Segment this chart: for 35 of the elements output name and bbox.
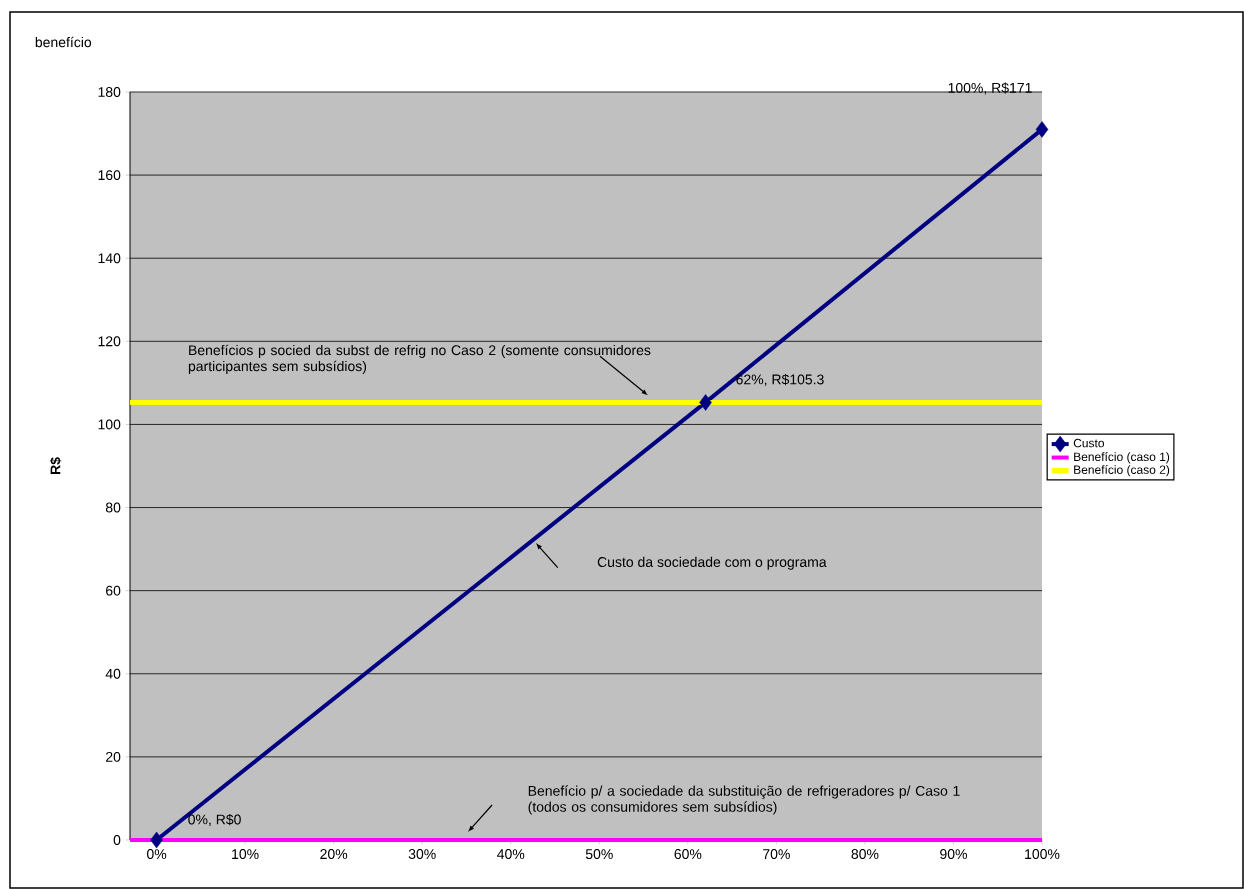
x-tick-label: 10% bbox=[232, 849, 259, 860]
annotation: Benefício p/ a sociedade da substituição de refrigeradores p/ Caso 1 (todos os consumidores sem subsídios) bbox=[528, 785, 960, 815]
annotation: 0%, R$0 bbox=[188, 813, 241, 827]
annotation: Benefícios p socied da subst de refrig no Caso 2 (somente consumidores participantes sem subsídios) bbox=[188, 344, 651, 374]
x-tick-label: 100% bbox=[1025, 849, 1060, 860]
x-tick-label: 40% bbox=[497, 849, 525, 860]
legend-label: Benefício (caso 1) bbox=[1074, 452, 1170, 464]
legend-label: Custo bbox=[1073, 438, 1105, 448]
y-tick-label: 100 bbox=[98, 419, 121, 430]
x-tick-label: 90% bbox=[940, 849, 967, 860]
point bbox=[699, 394, 712, 411]
y-tick-label: 40 bbox=[105, 668, 121, 679]
x-tick-label: 80% bbox=[851, 849, 879, 860]
y-tick-label: 160 bbox=[98, 170, 121, 181]
y-tick-label: 80 bbox=[105, 502, 121, 513]
annotation: 100%, R$171 bbox=[948, 82, 1032, 95]
y-tick-label: 120 bbox=[98, 336, 121, 347]
point bbox=[1035, 121, 1049, 138]
y-tick-label: 140 bbox=[98, 253, 121, 264]
y-tick-label: 0 bbox=[113, 835, 121, 845]
x-tick-label: 50% bbox=[585, 849, 613, 860]
x-tick-label: 70% bbox=[763, 849, 790, 860]
y-tick-label: 180 bbox=[98, 87, 121, 97]
x-tick-label: 20% bbox=[320, 849, 348, 860]
y-tick-label: 60 bbox=[106, 585, 121, 596]
annotation: 62%, R$105.3 bbox=[736, 373, 824, 387]
y-axis-title: R$ bbox=[49, 457, 62, 474]
x-tick-label: 0% bbox=[147, 849, 167, 860]
x-tick-label: 60% bbox=[674, 849, 702, 860]
legend-label: Benefício (caso 2) bbox=[1074, 465, 1170, 477]
y-tick-label: 20 bbox=[106, 751, 121, 762]
annotation: Custo da sociedade com o programa bbox=[597, 556, 827, 570]
chart-title: benefício bbox=[35, 36, 92, 48]
point bbox=[150, 831, 163, 849]
x-tick-label: 30% bbox=[408, 849, 436, 860]
